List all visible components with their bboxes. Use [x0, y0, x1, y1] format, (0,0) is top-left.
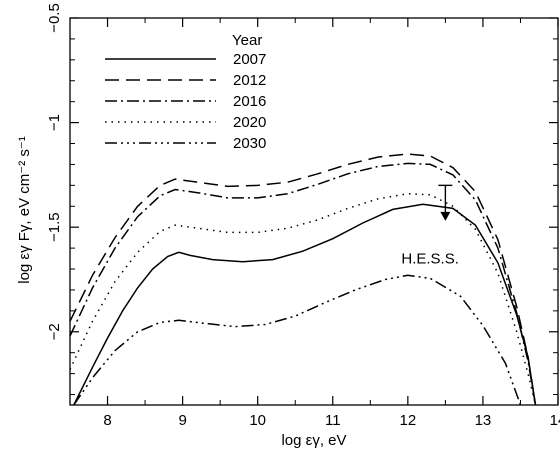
x-tick-label: 9 [178, 412, 186, 429]
x-tick-label: 14 [550, 412, 560, 429]
series-line-2012 [69, 153, 537, 406]
legend-label-2012: 2012 [233, 72, 266, 89]
annotation-layer: H.E.S.S. [401, 184, 459, 268]
y-tick-label: −1.5 [46, 212, 63, 242]
legend: Year 2007 2012 2016 2020 2030 [105, 32, 266, 152]
x-axis-label: log εγ, eV [281, 432, 346, 449]
x-tick-label: 12 [400, 412, 417, 429]
upper-limit-arrow-icon [440, 211, 451, 221]
x-tick-label: 11 [325, 412, 341, 429]
series-line-2007 [73, 203, 537, 406]
x-tick-label: 10 [249, 412, 266, 429]
y-axis-label: log εγ Fγ, eV cm⁻² s⁻¹ [16, 136, 33, 284]
y-tick-label: −2 [46, 323, 63, 340]
legend-label-2020: 2020 [233, 114, 266, 131]
legend-label-2007: 2007 [233, 51, 266, 68]
legend-label-2016: 2016 [233, 93, 266, 110]
series-line-2030 [73, 274, 522, 406]
annotation-label: H.E.S.S. [401, 251, 459, 268]
series-line-2016 [69, 162, 537, 406]
x-tick-label: 8 [103, 412, 111, 429]
y-tick-label: −0.5 [46, 3, 63, 33]
legend-title: Year [232, 32, 262, 49]
legend-label-2030: 2030 [233, 135, 266, 152]
x-tick-label: 13 [475, 412, 492, 429]
plot-frame [69, 17, 559, 406]
ticks: 8 9 10 11 12 13 14 −2 −1.5 −1 −0.5 [46, 3, 560, 429]
series-line-2020 [69, 192, 537, 406]
y-tick-label: −1 [46, 114, 63, 131]
series-layer [69, 153, 537, 406]
